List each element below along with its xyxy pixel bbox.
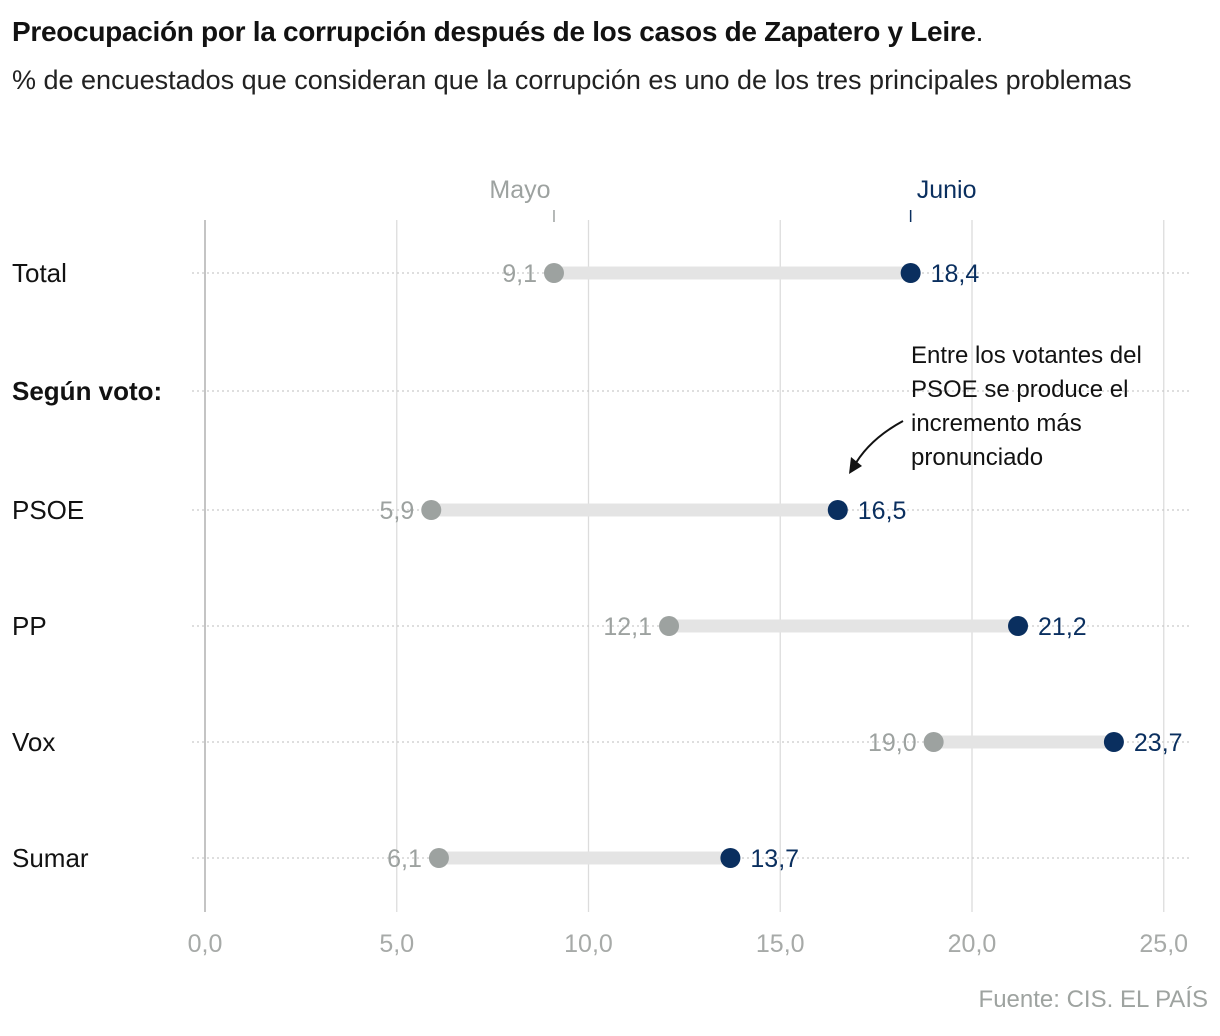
chart-title: Preocupación por la corrupción después d… [12, 14, 1212, 50]
point-june [827, 500, 848, 520]
chart-title-period: . [975, 16, 984, 47]
annotation-arrowhead [849, 457, 862, 474]
legend-start-label: Mayo [489, 176, 550, 204]
chart-title-text: Preocupación por la corrupción después d… [12, 16, 976, 47]
data-label-may: 9,1 [502, 260, 537, 288]
annotation-arrow [852, 420, 904, 469]
x-tick-label: 20,0 [948, 930, 997, 958]
data-label-june: 21,2 [1038, 613, 1087, 641]
row-label: PSOE [12, 495, 84, 525]
row-label: PP [12, 611, 47, 641]
x-tick-label: 10,0 [564, 930, 613, 958]
data-label-june: 18,4 [931, 260, 980, 288]
data-label-june: 13,7 [750, 845, 799, 873]
x-tick-label: 25,0 [1139, 930, 1188, 958]
row-label: Sumar [12, 843, 89, 873]
point-may [659, 616, 680, 636]
point-may [428, 848, 449, 868]
x-tick-label: 5,0 [379, 930, 414, 958]
point-may [543, 263, 564, 283]
data-label-may: 5,9 [379, 497, 414, 525]
annotation-note: Entre los votantes del PSOE se produce e… [911, 342, 1142, 471]
point-june [720, 848, 741, 868]
legend-end-label: Junio [917, 176, 977, 204]
point-june [1008, 616, 1029, 636]
row-label: Vox [12, 727, 55, 757]
chart-subtitle: % de encuestados que consideran que la c… [12, 65, 1132, 95]
data-label-may: 12,1 [603, 613, 652, 641]
data-label-may: 6,1 [387, 845, 422, 873]
data-label-june: 23,7 [1134, 729, 1183, 757]
point-may [923, 732, 944, 752]
row-label: Total [12, 258, 67, 288]
x-tick-label: 15,0 [756, 930, 805, 958]
data-label-may: 19,0 [868, 729, 917, 757]
data-label-june: 16,5 [858, 497, 907, 525]
source-credit: Fuente: CIS. EL PAÍS [978, 986, 1208, 1013]
point-may [421, 500, 442, 520]
x-tick-label: 0,0 [188, 930, 223, 958]
point-june [1103, 732, 1124, 752]
point-june [900, 263, 921, 283]
row-header-label: Según voto: [12, 376, 162, 406]
